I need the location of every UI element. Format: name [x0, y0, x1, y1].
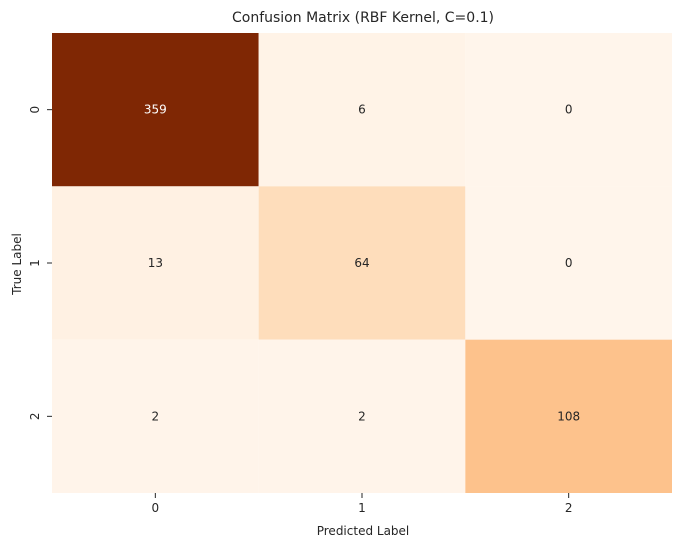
- heatmap-cell-r1-c2: [465, 186, 672, 340]
- cell-value-label-r2-c0: 2: [152, 409, 160, 423]
- cell-value-label-r0-c2: 0: [565, 103, 573, 117]
- chart-title: Confusion Matrix (RBF Kernel, C=0.1): [232, 10, 494, 26]
- heatmap-cells: [52, 33, 672, 493]
- cell-value-label-r2-c2: 108: [557, 409, 580, 423]
- heatmap-cell-labels: 359 6 0 13 64 0 2 2 108: [144, 103, 580, 424]
- x-axis-label: Predicted Label: [317, 524, 410, 538]
- x-tick-label-0: 0: [152, 501, 160, 515]
- heatmap-cell-r1-c0: [52, 186, 259, 340]
- x-axis-ticks: 0 1 2: [152, 493, 573, 515]
- cell-value-label-r0-c0: 359: [144, 103, 167, 117]
- cell-value-label-r1-c0: 13: [148, 256, 163, 270]
- cell-value-label-r1-c2: 0: [565, 256, 573, 270]
- cell-value-label-r0-c1: 6: [358, 103, 366, 117]
- heatmap-cell-r1-c1: [258, 186, 466, 340]
- y-axis-ticks: 0 1 2: [28, 106, 52, 420]
- cell-value-label-r2-c1: 2: [358, 409, 366, 423]
- heatmap-cell-r0-c1: [258, 33, 466, 187]
- y-tick-label-0: 0: [28, 106, 42, 114]
- heatmap-cell-r0-c0: [52, 33, 259, 187]
- heatmap-cell-r2-c1: [258, 339, 466, 493]
- cell-value-label-r1-c1: 64: [354, 256, 369, 270]
- heatmap-cell-r2-c2: [465, 339, 672, 493]
- heatmap-cell-r0-c2: [465, 33, 672, 187]
- heatmap-cell-r2-c0: [52, 339, 259, 493]
- x-tick-label-2: 2: [565, 501, 573, 515]
- x-tick-label-1: 1: [358, 501, 366, 515]
- y-tick-label-1: 1: [28, 259, 42, 267]
- y-axis-label: True Label: [10, 233, 24, 296]
- y-tick-label-2: 2: [28, 413, 42, 421]
